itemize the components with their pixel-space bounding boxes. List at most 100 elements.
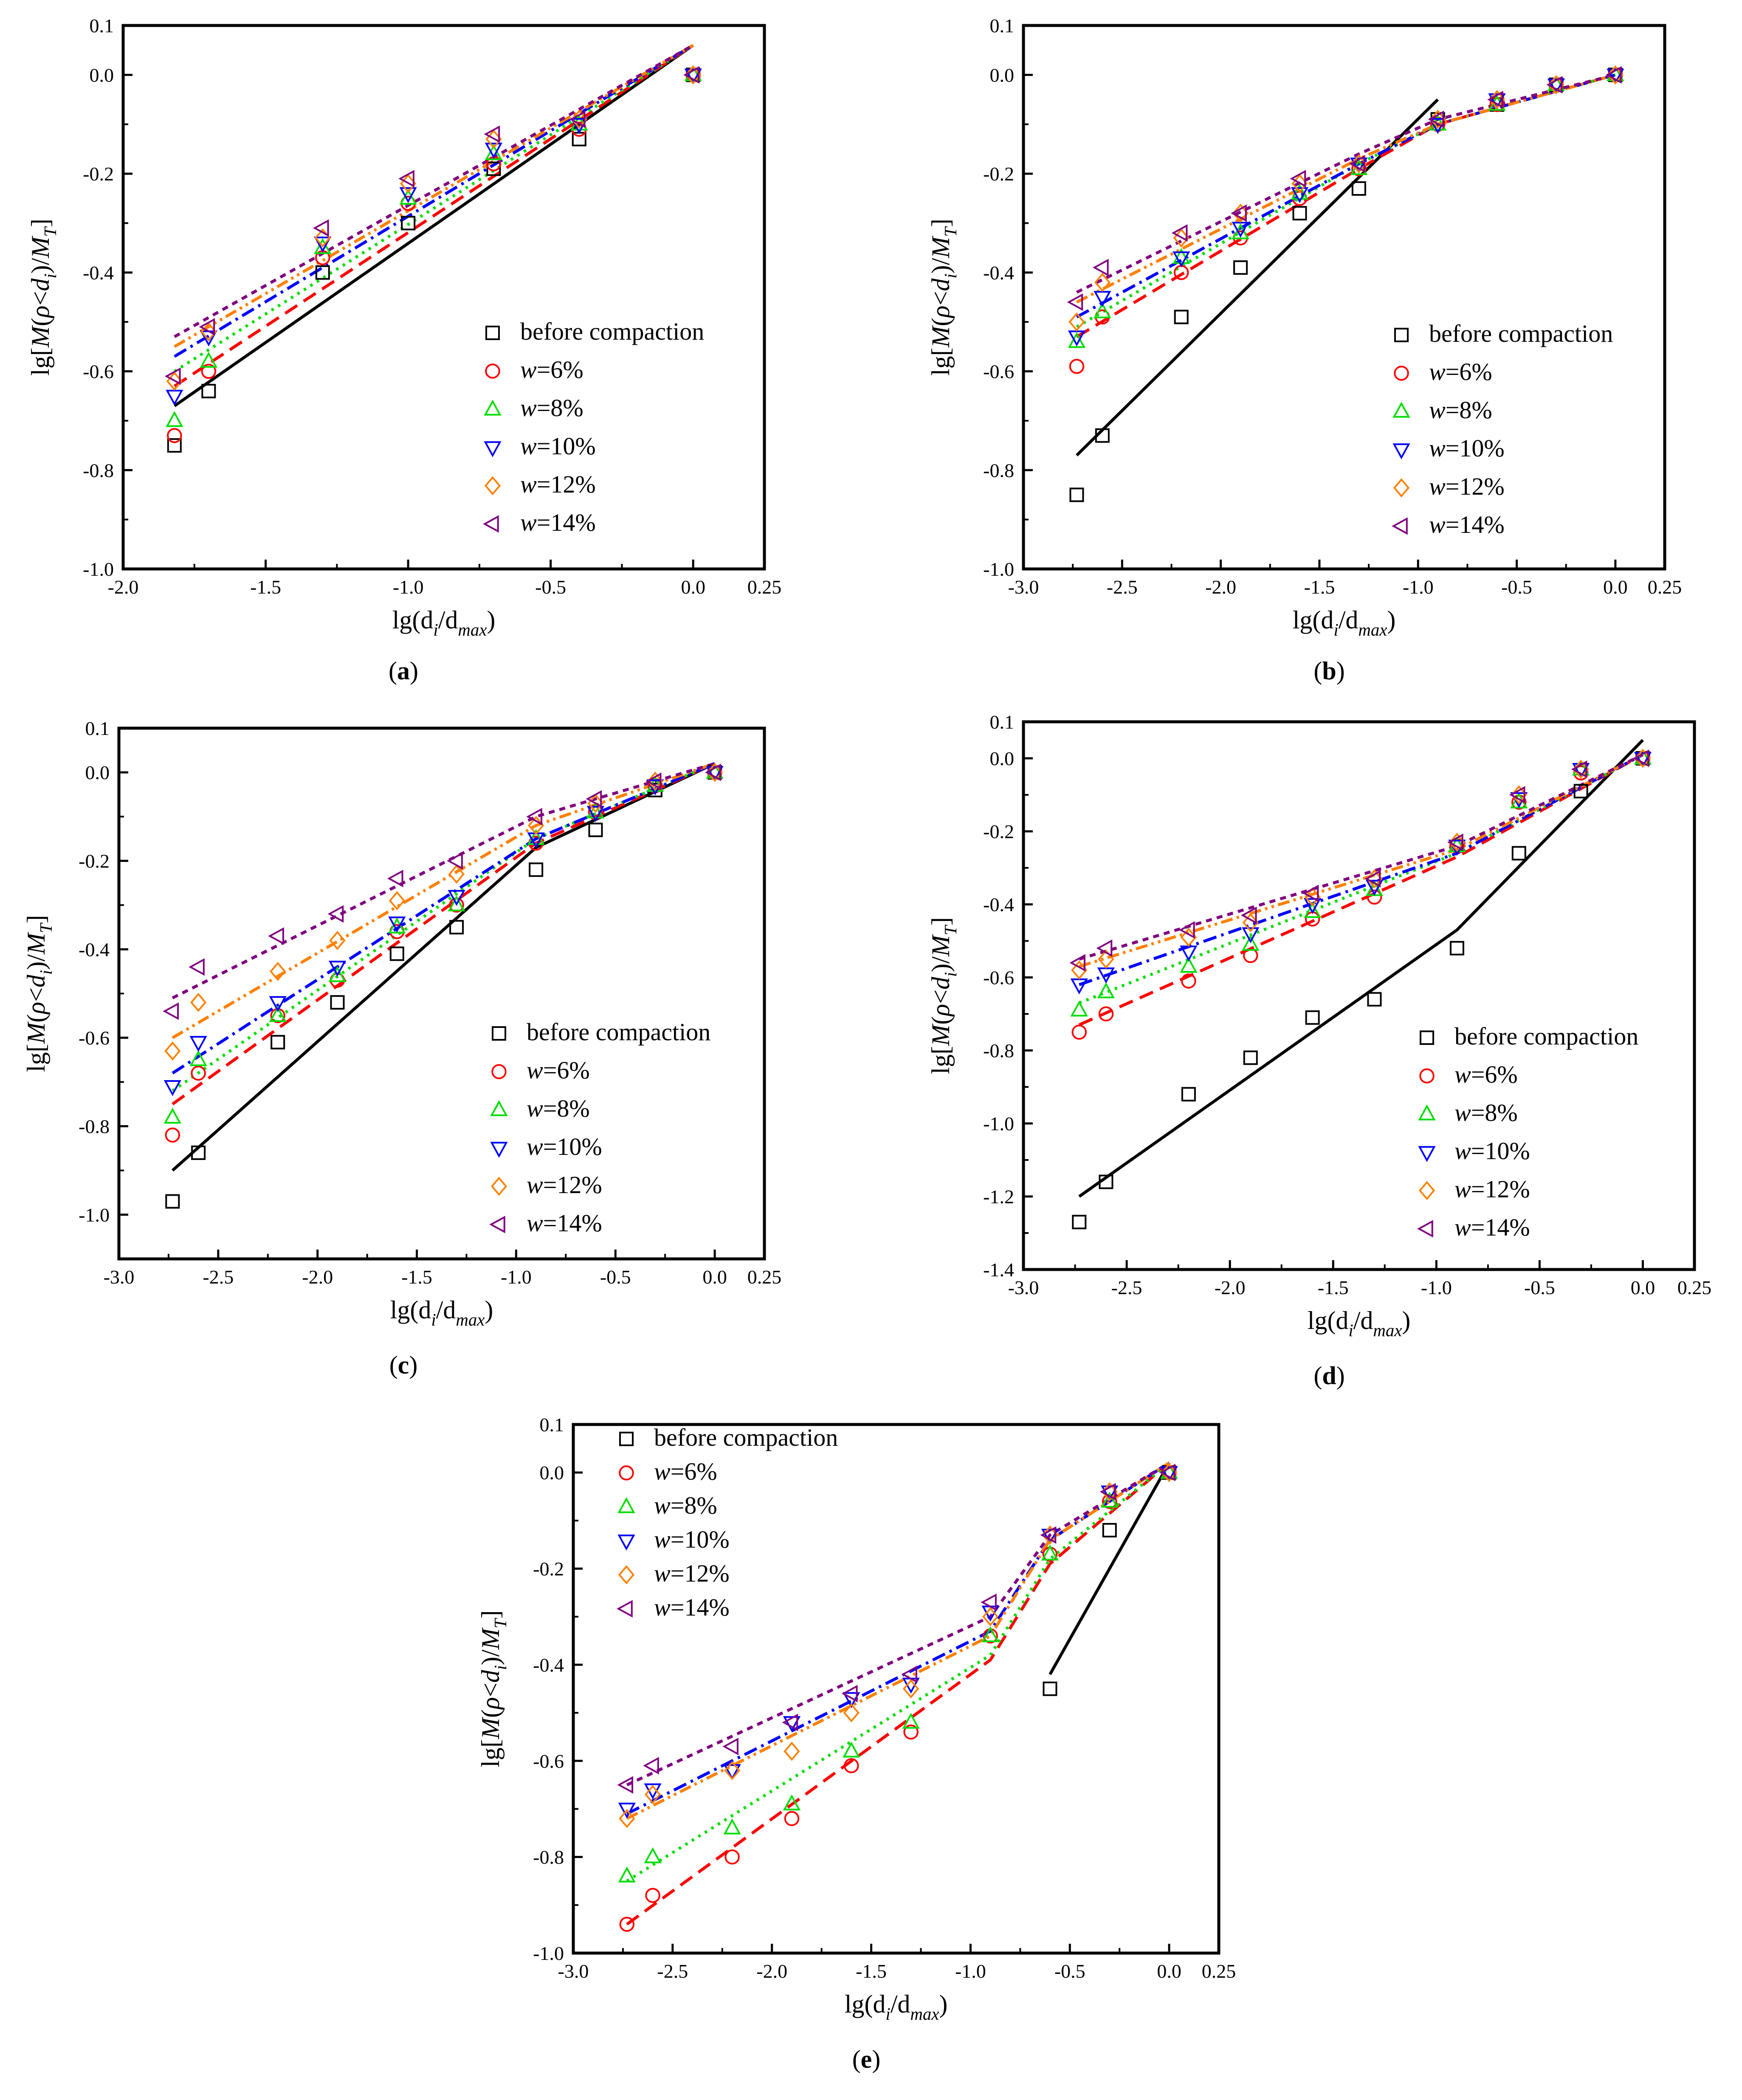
panel-label: (b)	[1314, 657, 1345, 685]
legend-label: w=12%	[520, 470, 596, 498]
data-point	[1243, 948, 1258, 963]
data-point	[388, 917, 406, 934]
data-point	[1605, 66, 1622, 84]
data-point	[1305, 1010, 1320, 1025]
data-point	[1231, 204, 1247, 222]
data-point	[526, 808, 542, 825]
legend-label: w=8%	[654, 1492, 717, 1519]
fit-line	[1076, 73, 1616, 338]
data-point	[314, 236, 332, 253]
data-point	[619, 1917, 635, 1932]
fit-line	[172, 762, 716, 1039]
legend-marker	[1419, 1068, 1435, 1084]
fit-line	[626, 1461, 1170, 1820]
data-point	[724, 1849, 740, 1865]
legend-marker	[1420, 1030, 1434, 1045]
y-tick-label: -0.4	[79, 939, 110, 960]
data-point	[1068, 312, 1085, 332]
data-point	[328, 960, 347, 977]
x-tick-label: -2.0	[1215, 1277, 1246, 1298]
data-point	[1099, 1174, 1113, 1189]
data-point	[315, 265, 330, 280]
plot-frame	[1022, 720, 1696, 1271]
data-point	[683, 66, 699, 84]
data-point	[1291, 187, 1309, 203]
y-axis-label: lg[M(ρ<di)/MT]	[22, 915, 56, 1072]
legend-marker	[617, 1600, 633, 1618]
data-point	[1428, 110, 1444, 128]
x-tick-label: 0.25	[747, 1266, 782, 1288]
data-point	[723, 1818, 741, 1835]
fit-line	[1049, 1462, 1171, 1675]
legend-label: w=14%	[1429, 511, 1505, 538]
fit-line	[171, 762, 716, 1172]
data-point	[165, 1127, 180, 1143]
data-point	[191, 1065, 206, 1081]
data-point	[485, 144, 503, 160]
data-point	[387, 870, 403, 887]
legend-label: w=14%	[654, 1593, 730, 1621]
y-tick-label: -0.6	[79, 1027, 110, 1049]
y-tick-label: 0.0	[85, 762, 110, 783]
fit-line	[172, 762, 716, 1106]
x-tick-label: -2.0	[108, 576, 139, 598]
data-point	[1302, 884, 1319, 902]
legend-marker	[618, 1565, 635, 1585]
legend-label: w=14%	[520, 509, 596, 536]
data-point	[270, 962, 286, 981]
data-point	[1572, 759, 1590, 776]
data-point	[1303, 902, 1322, 918]
data-point	[706, 766, 724, 783]
data-point	[1040, 1526, 1057, 1544]
data-point	[189, 958, 205, 976]
data-point	[313, 219, 329, 237]
legend: before compaction w=6% w=8% w=10% w=12% w=14%	[1392, 320, 1613, 538]
legend-label: w=8%	[1454, 1099, 1518, 1126]
plot-frame	[121, 24, 766, 571]
data-point	[399, 187, 417, 203]
data-point	[447, 852, 463, 870]
data-point	[1634, 749, 1652, 765]
y-axis-label: lg[M(ρ<di)/MT]	[927, 219, 960, 376]
panel-d: -3.0 -2.5 -2.0 -1.5 -1.0 -0.5 0.0 0.25 -1.4 -1.2 -…	[927, 711, 1711, 1390]
y-tick-label: 0.0	[990, 64, 1015, 86]
data-point	[1094, 273, 1111, 292]
data-point	[586, 790, 602, 808]
data-point	[271, 1035, 285, 1050]
data-point	[586, 802, 605, 819]
legend-marker	[1417, 1220, 1433, 1238]
fit-line	[174, 44, 694, 348]
y-tick-label: -0.8	[83, 459, 114, 481]
data-point	[1364, 870, 1381, 888]
data-point	[901, 1665, 917, 1683]
data-point	[1488, 93, 1506, 110]
data-point	[782, 1714, 798, 1731]
data-point	[1181, 973, 1196, 989]
data-point	[1041, 1529, 1059, 1545]
legend-marker	[490, 1100, 508, 1116]
data-point	[1509, 786, 1525, 804]
plot-frame	[117, 726, 766, 1261]
x-axis-label: lg(di/dmax)	[845, 1990, 948, 2024]
data-point	[1101, 1492, 1119, 1508]
legend-label: w=12%	[1429, 473, 1505, 500]
plot-frame	[1022, 24, 1666, 571]
legend-label: w=6%	[1429, 358, 1492, 386]
data-point	[1350, 158, 1368, 174]
y-tick-label: -1.0	[983, 1113, 1014, 1134]
data-point	[167, 428, 182, 443]
data-point	[1102, 1523, 1117, 1537]
data-point	[1349, 155, 1365, 173]
legend-marker	[484, 476, 501, 495]
x-tick-label: -2.0	[1205, 576, 1236, 598]
data-point	[705, 763, 721, 781]
data-point	[201, 363, 217, 379]
legend-marker	[490, 1142, 508, 1158]
data-point	[618, 1802, 636, 1819]
data-point	[388, 916, 406, 933]
data-point	[1447, 833, 1463, 851]
data-point	[166, 411, 183, 427]
y-tick-label: -0.2	[79, 850, 110, 872]
data-point	[1069, 359, 1085, 374]
data-point	[1291, 183, 1309, 200]
